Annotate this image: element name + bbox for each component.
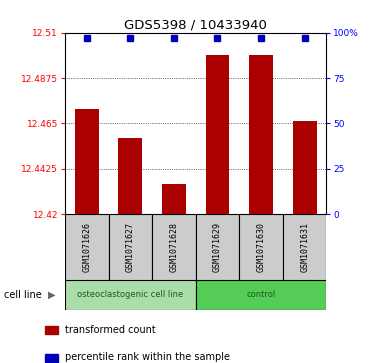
- Bar: [293, 121, 317, 214]
- Text: GSM1071629: GSM1071629: [213, 222, 222, 272]
- Text: GSM1071628: GSM1071628: [170, 222, 178, 272]
- Bar: [152, 214, 196, 280]
- Bar: [109, 214, 152, 280]
- Text: GSM1071627: GSM1071627: [126, 222, 135, 272]
- Bar: [162, 184, 186, 214]
- Text: percentile rank within the sample: percentile rank within the sample: [65, 352, 230, 362]
- Bar: [283, 214, 326, 280]
- Bar: [239, 214, 283, 280]
- Bar: [65, 280, 196, 310]
- Bar: [118, 138, 142, 214]
- Bar: [75, 109, 99, 214]
- Bar: [196, 214, 239, 280]
- Text: GSM1071631: GSM1071631: [300, 222, 309, 272]
- Text: ▶: ▶: [48, 290, 56, 300]
- Bar: [249, 55, 273, 214]
- Title: GDS5398 / 10433940: GDS5398 / 10433940: [124, 19, 267, 32]
- Text: GSM1071630: GSM1071630: [257, 222, 266, 272]
- Bar: [206, 55, 230, 214]
- Text: transformed count: transformed count: [65, 325, 156, 335]
- Text: control: control: [246, 290, 276, 299]
- Bar: [65, 214, 109, 280]
- Text: cell line: cell line: [4, 290, 42, 300]
- Text: GSM1071626: GSM1071626: [82, 222, 91, 272]
- Bar: [196, 280, 326, 310]
- Text: osteoclastogenic cell line: osteoclastogenic cell line: [77, 290, 183, 299]
